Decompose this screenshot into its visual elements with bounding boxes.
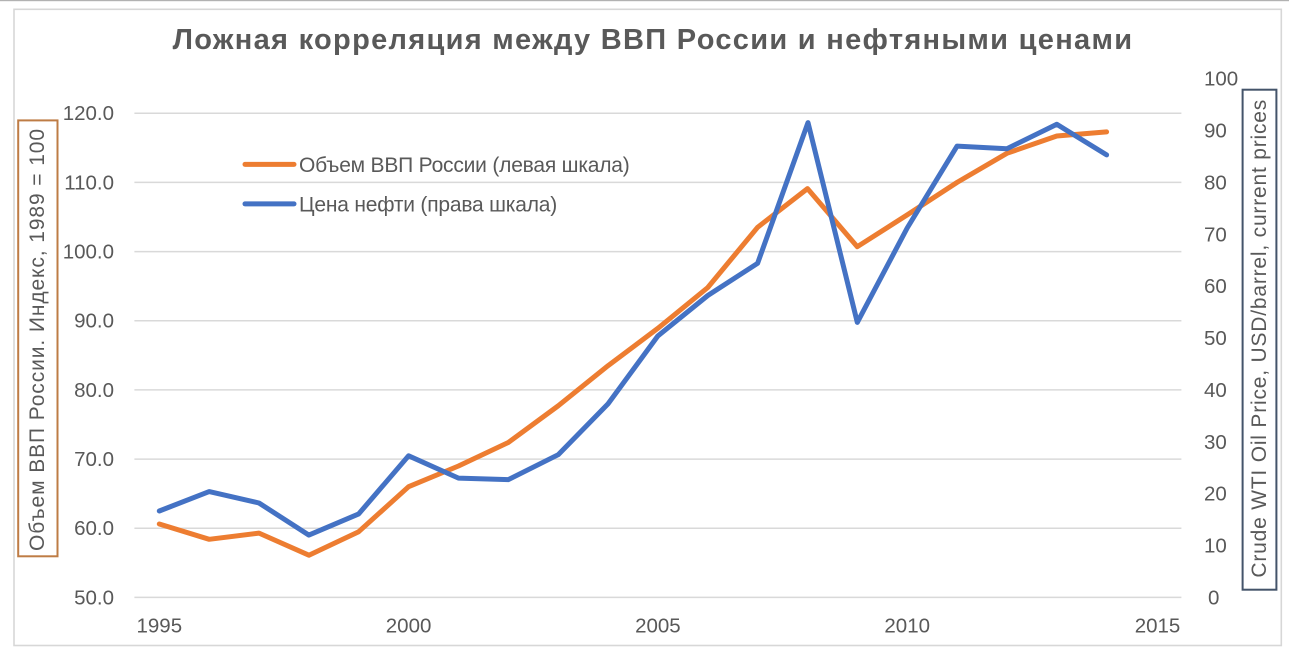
svg-text:Ложная корреляция между ВВП Ро: Ложная корреляция между ВВП России и неф… (173, 24, 1134, 56)
svg-text:Цена нефти (права шкала): Цена нефти (права шкала) (299, 193, 557, 216)
svg-text:10: 10 (1204, 535, 1227, 558)
svg-text:80.0: 80.0 (74, 379, 114, 402)
svg-text:2005: 2005 (635, 615, 681, 638)
svg-text:90: 90 (1204, 120, 1227, 143)
svg-text:2015: 2015 (1135, 615, 1181, 638)
svg-text:20: 20 (1204, 483, 1227, 506)
svg-text:30: 30 (1204, 431, 1227, 454)
svg-text:50: 50 (1204, 327, 1227, 350)
svg-text:110.0: 110.0 (64, 171, 114, 194)
svg-text:100: 100 (1204, 68, 1238, 91)
svg-text:60.0: 60.0 (74, 517, 114, 540)
svg-text:2010: 2010 (884, 615, 930, 638)
svg-text:Объем ВВП России. Индекс, 1989: Объем ВВП России. Индекс, 1989 = 100 (26, 128, 49, 551)
svg-text:0: 0 (1208, 586, 1219, 609)
svg-text:70.0: 70.0 (74, 448, 114, 471)
svg-text:40: 40 (1204, 379, 1227, 402)
svg-text:2000: 2000 (386, 615, 432, 638)
svg-text:80: 80 (1204, 171, 1227, 194)
svg-text:1995: 1995 (136, 615, 182, 638)
svg-text:120.0: 120.0 (63, 102, 114, 125)
svg-text:100.0: 100.0 (63, 241, 114, 264)
svg-text:50.0: 50.0 (74, 586, 114, 609)
svg-text:Объем ВВП России (левая шкала): Объем ВВП России (левая шкала) (299, 154, 630, 177)
svg-text:90.0: 90.0 (74, 310, 114, 333)
svg-text:Crude WTI Oil Price, USD/barre: Crude WTI Oil Price, USD/barrel, current… (1248, 99, 1271, 578)
svg-text:60: 60 (1204, 275, 1227, 298)
svg-text:70: 70 (1204, 223, 1227, 246)
